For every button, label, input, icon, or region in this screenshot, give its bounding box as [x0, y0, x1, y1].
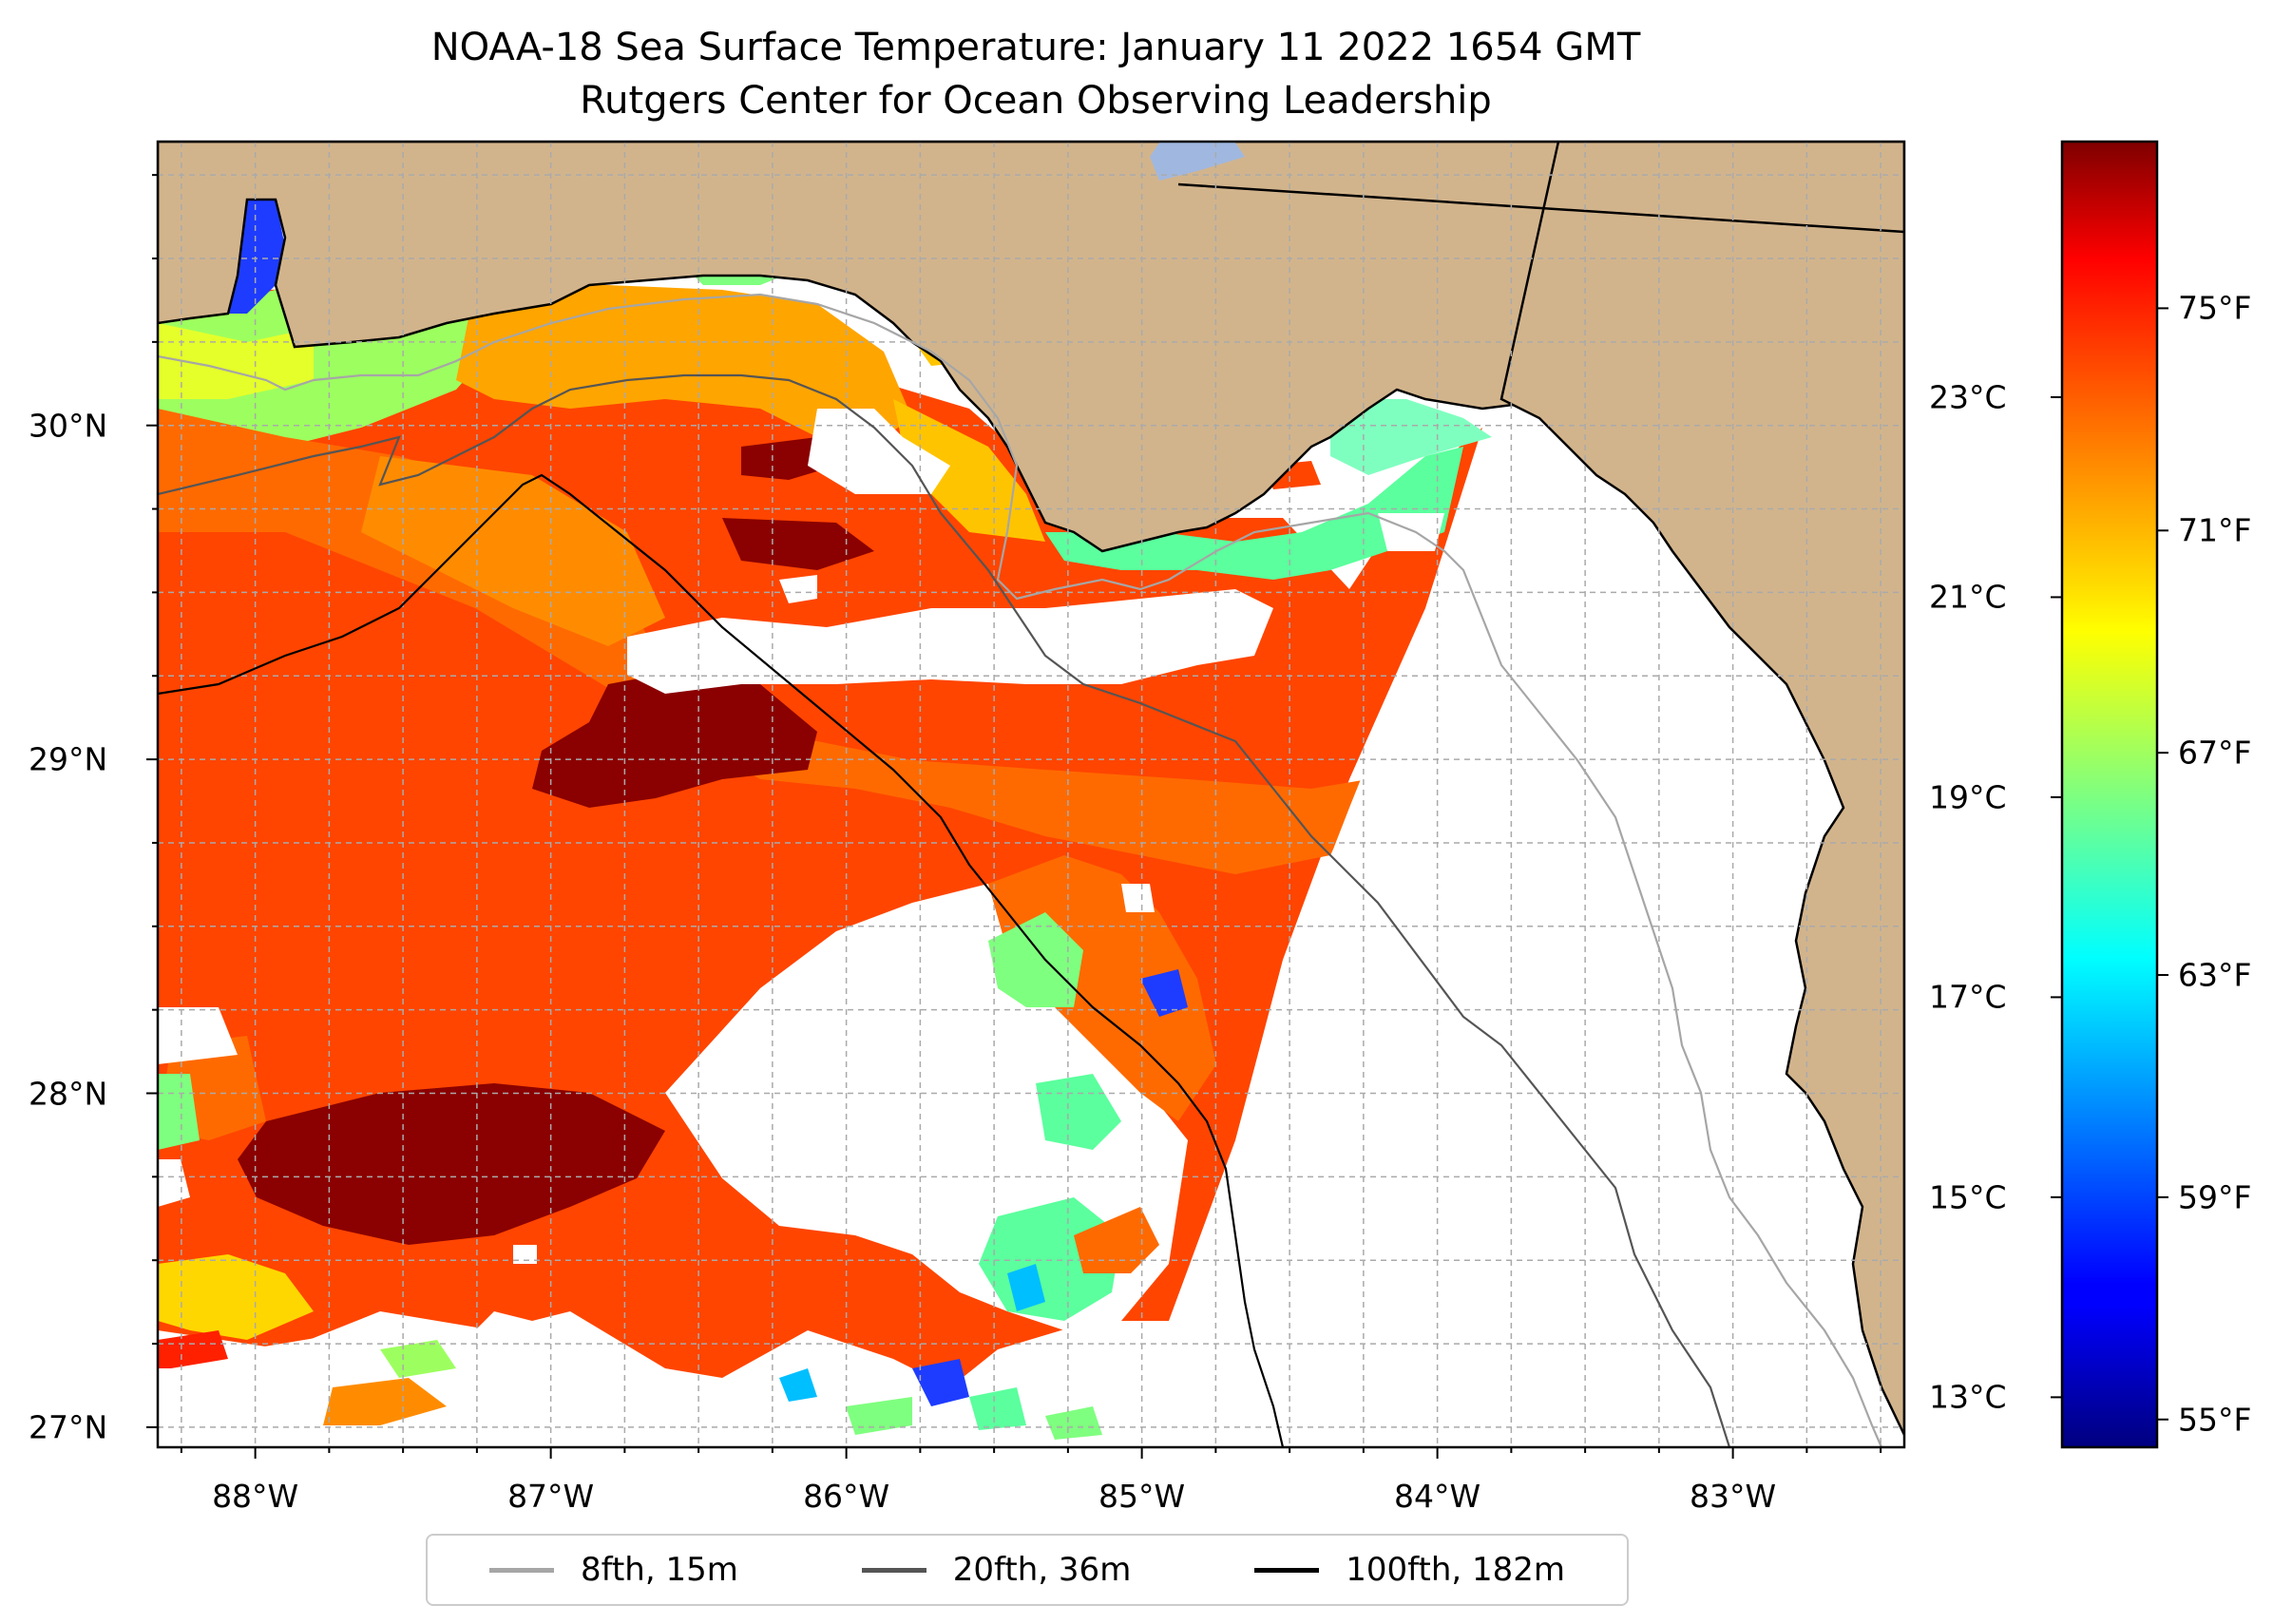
colorbar-label-c: 13°C [1929, 1378, 2007, 1416]
legend-swatch-100fth [1254, 1567, 1320, 1573]
lat-tick-label: 30°N [29, 407, 108, 445]
legend-label-8fth: 8fth, 15m [580, 1551, 738, 1589]
map-title: NOAA-18 Sea Surface Temperature: January… [430, 26, 1641, 69]
map-subtitle: Rutgers Center for Ocean Observing Leade… [580, 79, 1492, 123]
legend-item-8fth: 8fth, 15m [488, 1551, 738, 1589]
lon-tick-label: 86°W [803, 1478, 890, 1515]
colorbar-label-f: 71°F [2178, 511, 2252, 549]
colorbar-label-c: 17°C [1929, 978, 2007, 1016]
legend-label-20fth: 20fth, 36m [952, 1551, 1132, 1589]
legend-item-100fth: 100fth, 182m [1254, 1551, 1565, 1589]
colorbar-ticks [2051, 307, 2168, 1421]
colorbar-label-f: 59°F [2178, 1178, 2252, 1216]
lon-tick-label: 85°W [1098, 1478, 1186, 1515]
legend: 8fth, 15m 20fth, 36m 100fth, 182m [426, 1534, 1629, 1606]
lon-tick-label: 88°W [212, 1478, 299, 1515]
map-area [158, 142, 1904, 1447]
colorbar-label-f: 55°F [2178, 1401, 2252, 1439]
isobath-100fth [158, 473, 1285, 1447]
colorbar-label-c: 19°C [1929, 778, 2007, 816]
lon-tick-label: 83°W [1690, 1478, 1777, 1515]
isobath-20fth [158, 373, 1731, 1447]
gridlines [158, 142, 1904, 1447]
colorbar-label-f: 67°F [2178, 734, 2252, 772]
colorbar-label-f: 63°F [2178, 956, 2252, 994]
legend-label-100fth: 100fth, 182m [1346, 1551, 1566, 1589]
colorbar-label-f: 75°F [2178, 289, 2252, 327]
legend-swatch-8fth [488, 1567, 554, 1573]
legend-item-20fth: 20fth, 36m [861, 1551, 1132, 1589]
sst-field [158, 200, 1904, 1447]
lat-tick-label: 28°N [29, 1075, 108, 1112]
colorbar-label-c: 23°C [1929, 378, 2007, 416]
state-boundary [1177, 182, 1904, 234]
lat-tick-label: 29°N [29, 740, 108, 778]
lake [1150, 143, 1245, 181]
lon-tick-label: 84°W [1394, 1478, 1481, 1515]
legend-swatch-20fth [861, 1567, 926, 1573]
colorbar-label-c: 15°C [1929, 1178, 2007, 1216]
axis-ticks [146, 174, 1882, 1459]
lat-tick-label: 27°N [29, 1408, 108, 1446]
land [158, 142, 1904, 1436]
isobath-8fth [158, 293, 1883, 1447]
colorbar [2060, 140, 2159, 1449]
lon-tick-label: 87°W [507, 1478, 595, 1515]
colorbar-label-c: 21°C [1929, 578, 2007, 616]
map-frame [156, 140, 1906, 1449]
